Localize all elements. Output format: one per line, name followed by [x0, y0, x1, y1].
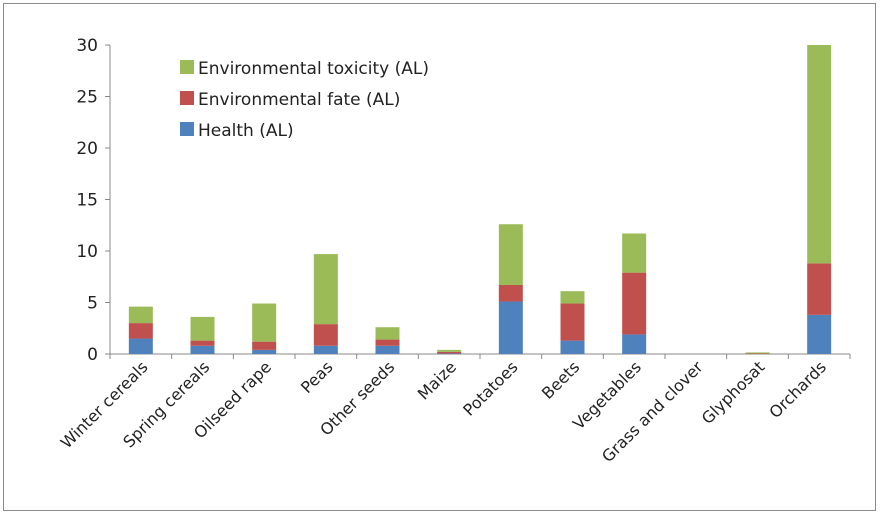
bar-environmental-fate-al-glyphosat: [745, 353, 770, 354]
bar-health-al-peas: [313, 345, 338, 354]
y-tick-label: 30: [76, 36, 98, 56]
bar-health-al-other-seeds: [375, 345, 400, 354]
bar-environmental-toxicity-al-other-seeds: [375, 327, 400, 340]
legend-label: Environmental fate (AL): [198, 90, 400, 110]
x-tick-label: Maize: [414, 357, 460, 403]
x-tick-label: Glyphosat: [698, 357, 769, 428]
bar-environmental-toxicity-al-spring-cereals: [190, 316, 215, 341]
bar-environmental-fate-al-maize: [437, 351, 462, 354]
chart-frame: [3, 3, 876, 511]
y-tick-label: 10: [76, 242, 98, 262]
legend: Environmental toxicity (AL) Environmental…: [180, 59, 429, 141]
bar-environmental-fate-al-beets: [560, 303, 585, 341]
bars: [128, 45, 832, 354]
bar-environmental-toxicity-al-glyphosat: [745, 352, 770, 354]
bar-environmental-toxicity-al-oilseed-rape: [252, 303, 277, 342]
bar-environmental-toxicity-al-peas: [313, 254, 338, 325]
bar-environmental-toxicity-al-maize: [437, 349, 462, 352]
bar-environmental-fate-al-vegetables: [622, 272, 647, 335]
bar-health-al-maize: [437, 353, 462, 354]
x-tick-label: Beets: [538, 357, 583, 402]
y-tick-label: 25: [76, 88, 98, 108]
bar-health-al-beets: [560, 340, 585, 354]
bar-environmental-toxicity-al-vegetables: [622, 233, 647, 273]
bar-health-al-vegetables: [622, 334, 647, 354]
bar-environmental-fate-al-orchards: [807, 263, 832, 315]
x-tick-label: Potatoes: [459, 357, 521, 419]
bar-environmental-fate-al-peas: [313, 324, 338, 346]
x-tick-label: Orchards: [765, 357, 830, 422]
legend-label: Environmental toxicity (AL): [198, 59, 429, 79]
y-tick-label: 5: [87, 294, 98, 314]
bar-health-al-orchards: [807, 314, 832, 354]
bar-environmental-toxicity-al-orchards: [807, 45, 832, 264]
bar-health-al-winter-cereals: [128, 338, 153, 354]
bar-environmental-fate-al-other-seeds: [375, 339, 400, 346]
bar-health-al-oilseed-rape: [252, 349, 277, 354]
legend-swatch: [180, 122, 194, 136]
bar-environmental-toxicity-al-winter-cereals: [128, 306, 153, 324]
y-tick-label: 20: [76, 139, 98, 159]
legend-label: Health (AL): [198, 121, 294, 141]
bar-environmental-toxicity-al-beets: [560, 291, 585, 304]
y-tick-label: 15: [76, 191, 98, 211]
bar-environmental-fate-al-winter-cereals: [128, 323, 153, 339]
bar-health-al-spring-cereals: [190, 345, 215, 354]
bar-environmental-fate-al-potatoes: [498, 284, 523, 302]
legend-swatch: [180, 91, 194, 105]
y-tick-label: 0: [87, 345, 98, 365]
x-tick-label: Peas: [297, 357, 337, 397]
bar-environmental-fate-al-spring-cereals: [190, 340, 215, 346]
legend-swatch: [180, 60, 194, 74]
bar-health-al-potatoes: [498, 301, 523, 354]
bar-environmental-fate-al-oilseed-rape: [252, 341, 277, 350]
bar-environmental-toxicity-al-potatoes: [498, 224, 523, 285]
